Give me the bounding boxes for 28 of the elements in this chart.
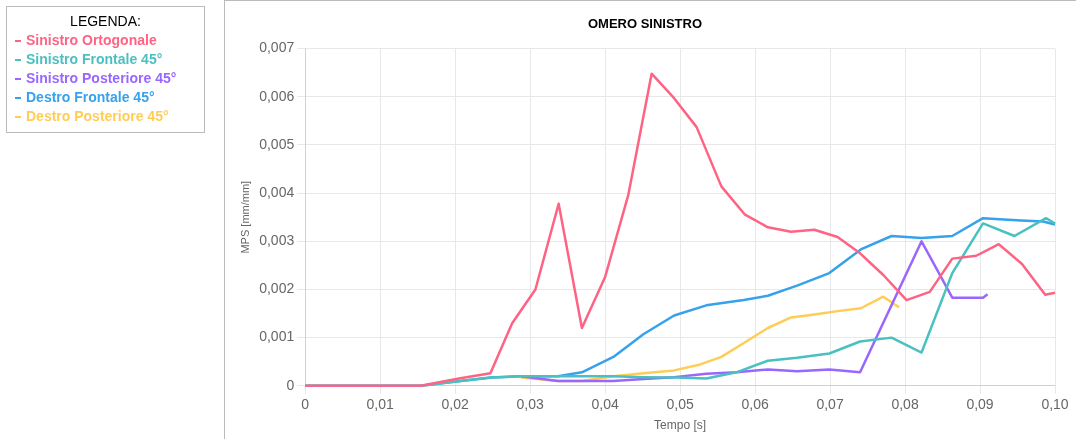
legend-label: Destro Frontale 45° xyxy=(26,88,155,107)
y-tick-label: 0,007 xyxy=(259,39,295,56)
chart-title: OMERO SINISTRO xyxy=(587,16,703,32)
y-tick-label: 0,003 xyxy=(259,232,295,249)
y-axis-title: MPS [mm/mm] xyxy=(238,180,251,254)
x-tick-label: 0,02 xyxy=(441,396,470,413)
x-tick-label: 0,06 xyxy=(741,396,769,413)
x-tick-label: 0,01 xyxy=(366,396,395,413)
y-tick-label: 0,006 xyxy=(259,87,295,104)
y-tick-label: 0,005 xyxy=(259,135,295,152)
legend-title: LEGENDA: xyxy=(69,13,142,29)
x-tick-label: 0 xyxy=(301,396,310,413)
y-tick-label: 0,001 xyxy=(259,328,295,345)
x-axis-title: Tempo [s] xyxy=(654,418,707,433)
legend-label: Sinistro Posteriore 45° xyxy=(26,69,177,88)
y-tick-label: 0,002 xyxy=(259,280,295,297)
y-tick-label: 0,004 xyxy=(259,183,295,200)
x-tick-label: 0,03 xyxy=(516,396,544,413)
x-tick-label: 0,08 xyxy=(891,396,919,413)
x-tick-label: 0,04 xyxy=(591,396,619,413)
x-tick-label: 0,10 xyxy=(1041,396,1069,413)
x-tick-label: 0,09 xyxy=(966,396,994,413)
x-tick-label: 0,07 xyxy=(816,396,844,413)
legend-label: Destro Posteriore 45° xyxy=(26,107,169,126)
legend-label: Sinistro Frontale 45° xyxy=(26,50,163,69)
legend-label: Sinistro Ortogonale xyxy=(26,31,157,50)
y-tick-label: 0 xyxy=(286,376,295,393)
x-tick-label: 0,05 xyxy=(666,396,694,413)
